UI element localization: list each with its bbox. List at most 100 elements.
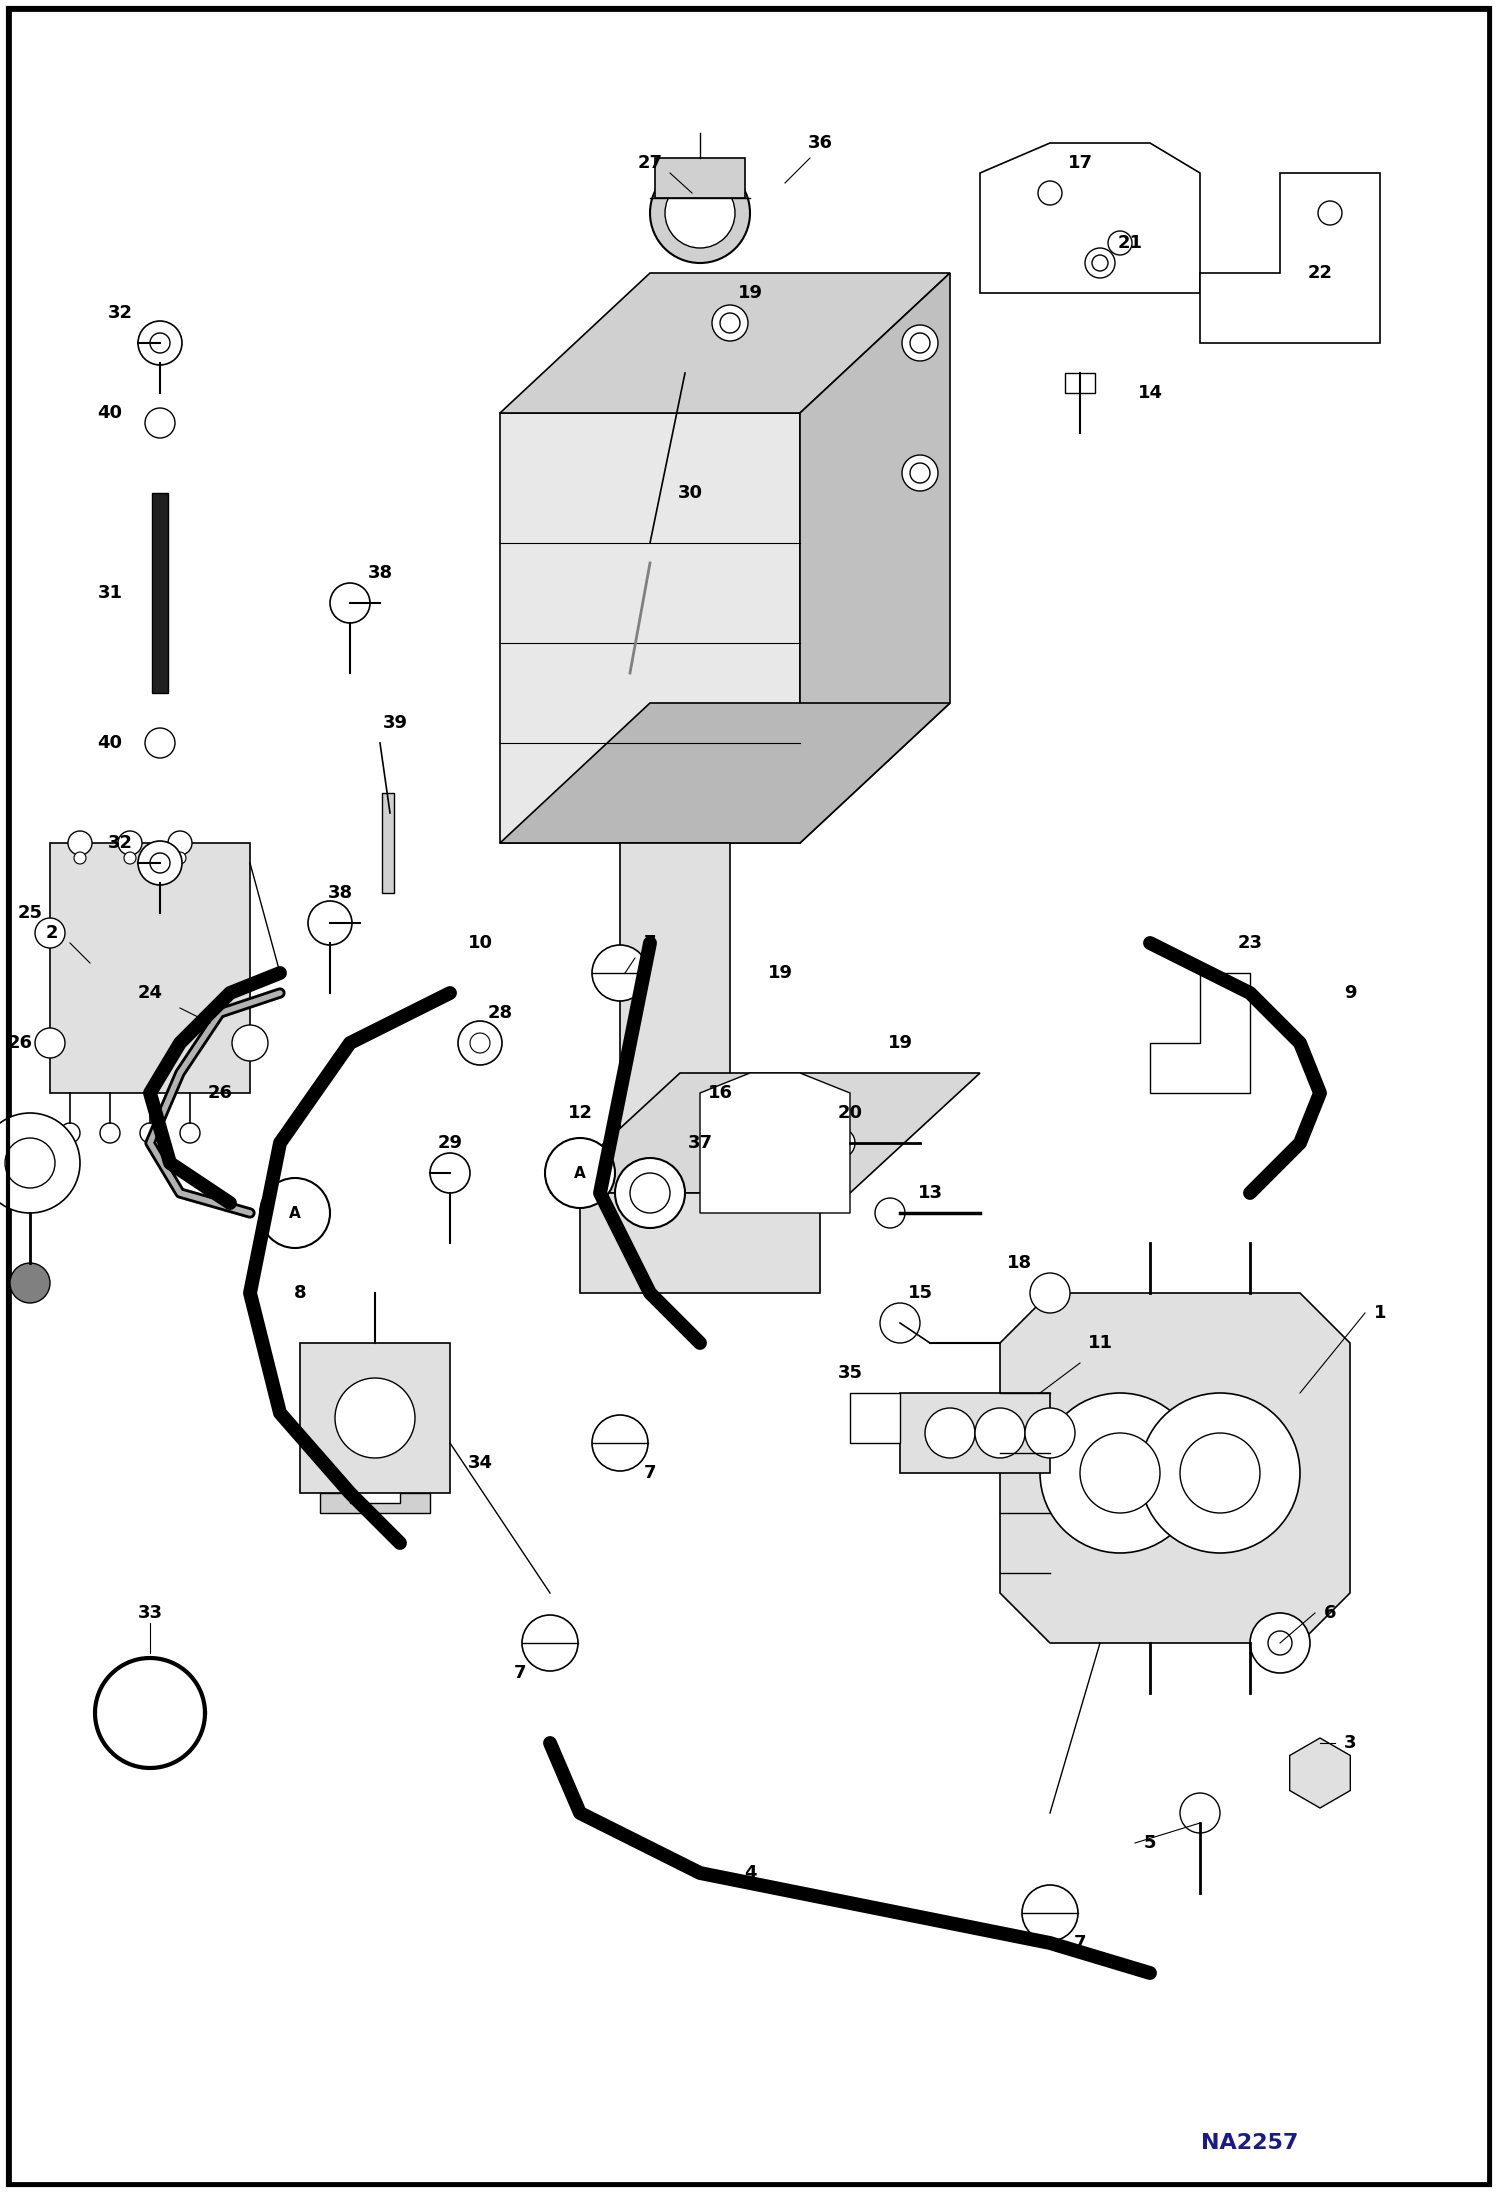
Text: 33: 33 (138, 1603, 162, 1623)
Circle shape (1180, 1432, 1260, 1513)
Bar (1065, 373, 1095, 393)
Circle shape (150, 333, 169, 353)
Circle shape (631, 1173, 670, 1213)
Polygon shape (1200, 173, 1380, 342)
Circle shape (875, 1197, 905, 1228)
Text: 16: 16 (707, 1083, 733, 1103)
Text: 29: 29 (437, 1134, 463, 1151)
Circle shape (470, 1033, 490, 1053)
Circle shape (521, 1614, 578, 1671)
Text: 32: 32 (108, 305, 132, 322)
Circle shape (909, 463, 930, 482)
Text: 34: 34 (467, 1454, 493, 1472)
Polygon shape (980, 143, 1200, 294)
Text: 7: 7 (644, 934, 656, 952)
Polygon shape (500, 272, 950, 412)
Text: 22: 22 (1308, 263, 1333, 283)
Polygon shape (800, 272, 950, 842)
Bar (151, 493, 168, 693)
Circle shape (73, 853, 85, 864)
Text: 4: 4 (743, 1864, 756, 1882)
Circle shape (902, 325, 938, 362)
Circle shape (60, 1123, 79, 1143)
Circle shape (616, 1158, 685, 1228)
Circle shape (34, 1029, 64, 1057)
Circle shape (0, 1114, 79, 1213)
Circle shape (150, 853, 169, 873)
Text: 26: 26 (7, 1035, 33, 1053)
Circle shape (1025, 1408, 1076, 1458)
Text: A: A (289, 1206, 301, 1222)
Circle shape (100, 1123, 120, 1143)
Circle shape (118, 831, 142, 855)
Circle shape (180, 1123, 201, 1143)
Text: 19: 19 (767, 965, 792, 982)
Text: 39: 39 (382, 715, 407, 732)
Circle shape (174, 853, 186, 864)
Text: 17: 17 (1068, 154, 1092, 171)
Text: 19: 19 (737, 285, 762, 303)
Text: 28: 28 (487, 1004, 512, 1022)
Circle shape (145, 408, 175, 439)
Text: 32: 32 (108, 833, 132, 853)
Circle shape (336, 1377, 415, 1458)
Text: 1: 1 (1374, 1305, 1386, 1322)
Circle shape (650, 162, 750, 263)
Circle shape (232, 1024, 268, 1061)
Polygon shape (500, 704, 950, 842)
Text: 11: 11 (1088, 1333, 1113, 1353)
Polygon shape (1001, 1294, 1350, 1643)
Text: 38: 38 (328, 884, 352, 901)
Circle shape (825, 1127, 855, 1158)
Polygon shape (550, 1072, 980, 1193)
Text: 18: 18 (1008, 1254, 1032, 1272)
Polygon shape (500, 412, 800, 842)
Text: 31: 31 (97, 583, 123, 603)
Polygon shape (1150, 974, 1249, 1092)
Text: 30: 30 (677, 485, 703, 502)
Text: 7: 7 (514, 1664, 526, 1682)
Circle shape (1022, 1886, 1079, 1941)
Text: NA2257: NA2257 (1201, 2134, 1299, 2154)
Circle shape (430, 1154, 470, 1193)
Circle shape (1040, 1393, 1200, 1553)
Text: 23: 23 (1237, 934, 1263, 952)
Circle shape (909, 333, 930, 353)
Bar (49, 842, 250, 1092)
Circle shape (1249, 1614, 1309, 1673)
Text: 10: 10 (467, 934, 493, 952)
Circle shape (1031, 1272, 1070, 1314)
Circle shape (665, 178, 736, 248)
Bar (849, 1393, 900, 1443)
Circle shape (902, 454, 938, 491)
Text: 24: 24 (138, 985, 162, 1002)
Circle shape (34, 919, 64, 947)
Text: A: A (574, 1164, 586, 1180)
Text: 38: 38 (367, 564, 392, 581)
Circle shape (975, 1408, 1025, 1458)
Circle shape (1085, 248, 1115, 279)
Circle shape (138, 840, 181, 886)
Circle shape (721, 314, 740, 333)
Text: 7: 7 (644, 1465, 656, 1482)
Circle shape (1109, 230, 1132, 254)
Polygon shape (620, 842, 730, 1143)
Bar (900, 1393, 1050, 1474)
Circle shape (168, 831, 192, 855)
Bar (655, 158, 745, 197)
Circle shape (139, 1123, 160, 1143)
Text: 15: 15 (908, 1283, 932, 1303)
Circle shape (67, 831, 91, 855)
Circle shape (924, 1408, 975, 1458)
Circle shape (1180, 1794, 1219, 1833)
Polygon shape (700, 1072, 849, 1213)
Text: 40: 40 (97, 735, 123, 752)
Bar (382, 794, 394, 893)
Text: 7: 7 (1074, 1934, 1086, 1952)
Circle shape (458, 1022, 502, 1066)
Text: 13: 13 (917, 1184, 942, 1202)
Circle shape (10, 1263, 49, 1303)
Text: 25: 25 (18, 904, 42, 921)
Circle shape (879, 1303, 920, 1342)
Circle shape (1080, 1432, 1159, 1513)
